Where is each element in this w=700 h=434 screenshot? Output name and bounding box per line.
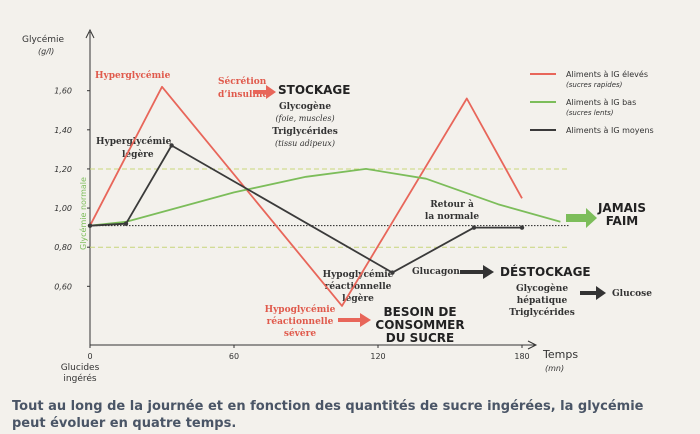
normal-label: Glycémie normale bbox=[78, 177, 88, 250]
annotation: sévère bbox=[284, 328, 316, 339]
y-tick-label: 1,00 bbox=[54, 204, 72, 213]
arrow bbox=[360, 313, 371, 327]
x-tick-label: 180 bbox=[514, 352, 529, 361]
legend-label: Aliments à IG moyens bbox=[566, 126, 654, 135]
annotation: CONSOMMER bbox=[375, 318, 464, 332]
annotation: Sécrétion bbox=[218, 76, 267, 87]
annotation: DÉSTOCKAGE bbox=[500, 264, 591, 279]
y-tick-label: 1,20 bbox=[54, 165, 72, 174]
annotation: Glycogène bbox=[516, 283, 568, 294]
x-tick-label: 120 bbox=[370, 352, 385, 361]
annotation: FAIM bbox=[606, 214, 639, 228]
series-line bbox=[89, 168, 561, 227]
point bbox=[519, 225, 525, 230]
annotation: STOCKAGE bbox=[278, 83, 350, 97]
arrow bbox=[566, 208, 597, 228]
annotation: légère bbox=[342, 293, 374, 304]
y-tick-label: 0,60 bbox=[54, 282, 72, 291]
y-label: Glycémie bbox=[22, 34, 65, 45]
annotation: légère bbox=[122, 149, 154, 160]
annotation: (tissu adipeux) bbox=[275, 139, 335, 148]
legend-sublabel: (sucres lents) bbox=[566, 109, 614, 117]
annotation: Glucose bbox=[612, 289, 652, 299]
x-tick-label: 0 bbox=[87, 352, 92, 361]
point bbox=[471, 225, 477, 230]
legend-label: Aliments à IG élevés bbox=[566, 69, 648, 79]
point bbox=[390, 270, 395, 275]
annotation: réactionnelle bbox=[325, 281, 392, 292]
y-tick-label: 0,80 bbox=[54, 243, 72, 252]
annotation: Triglycérides bbox=[272, 126, 338, 137]
point bbox=[169, 143, 174, 148]
point bbox=[87, 223, 93, 228]
annotation: Hypoglycémie bbox=[265, 304, 336, 315]
series-line bbox=[89, 85, 523, 307]
series-line bbox=[89, 144, 522, 274]
x-origin-label: Glucides bbox=[61, 363, 100, 373]
arrow bbox=[483, 265, 494, 279]
arrow bbox=[266, 85, 276, 99]
annotation: hépatique bbox=[517, 295, 568, 306]
annotation: JAMAIS bbox=[597, 201, 646, 215]
annotation: Retour à bbox=[430, 199, 474, 210]
annotation: Glucagon bbox=[412, 267, 460, 277]
point bbox=[123, 221, 129, 226]
annotation: réactionnelle bbox=[267, 316, 334, 327]
annotation: (foie, muscles) bbox=[275, 114, 334, 123]
annotation: Hypoglycémie bbox=[323, 269, 394, 280]
caption: Tout au long de la journée et en fonctio… bbox=[12, 399, 644, 414]
annotation: Glycogène bbox=[279, 101, 331, 112]
legend-label: Aliments à IG bas bbox=[566, 98, 636, 107]
x-label: Temps bbox=[542, 348, 578, 361]
x-origin-label: ingérés bbox=[63, 373, 96, 384]
axes bbox=[85, 28, 538, 350]
x-tick-label: 60 bbox=[229, 352, 239, 361]
y-tick-label: 1,40 bbox=[54, 126, 72, 135]
y-tick-label: 1,60 bbox=[54, 87, 72, 96]
annotation: Hyperglycémie bbox=[95, 70, 171, 81]
annotation: BESOIN DE bbox=[383, 305, 456, 319]
y-unit: (g/l) bbox=[38, 47, 54, 56]
annotation: la normale bbox=[425, 212, 479, 222]
x-unit: (mn) bbox=[545, 364, 564, 373]
caption: peut évoluer en quatre temps. bbox=[12, 416, 236, 431]
legend-sublabel: (sucres rapides) bbox=[566, 81, 623, 89]
annotation: d’insuline bbox=[218, 90, 268, 100]
annotation: Triglycérides bbox=[509, 307, 575, 318]
arrow bbox=[596, 286, 606, 300]
annotation: DU SUCRE bbox=[386, 331, 455, 345]
